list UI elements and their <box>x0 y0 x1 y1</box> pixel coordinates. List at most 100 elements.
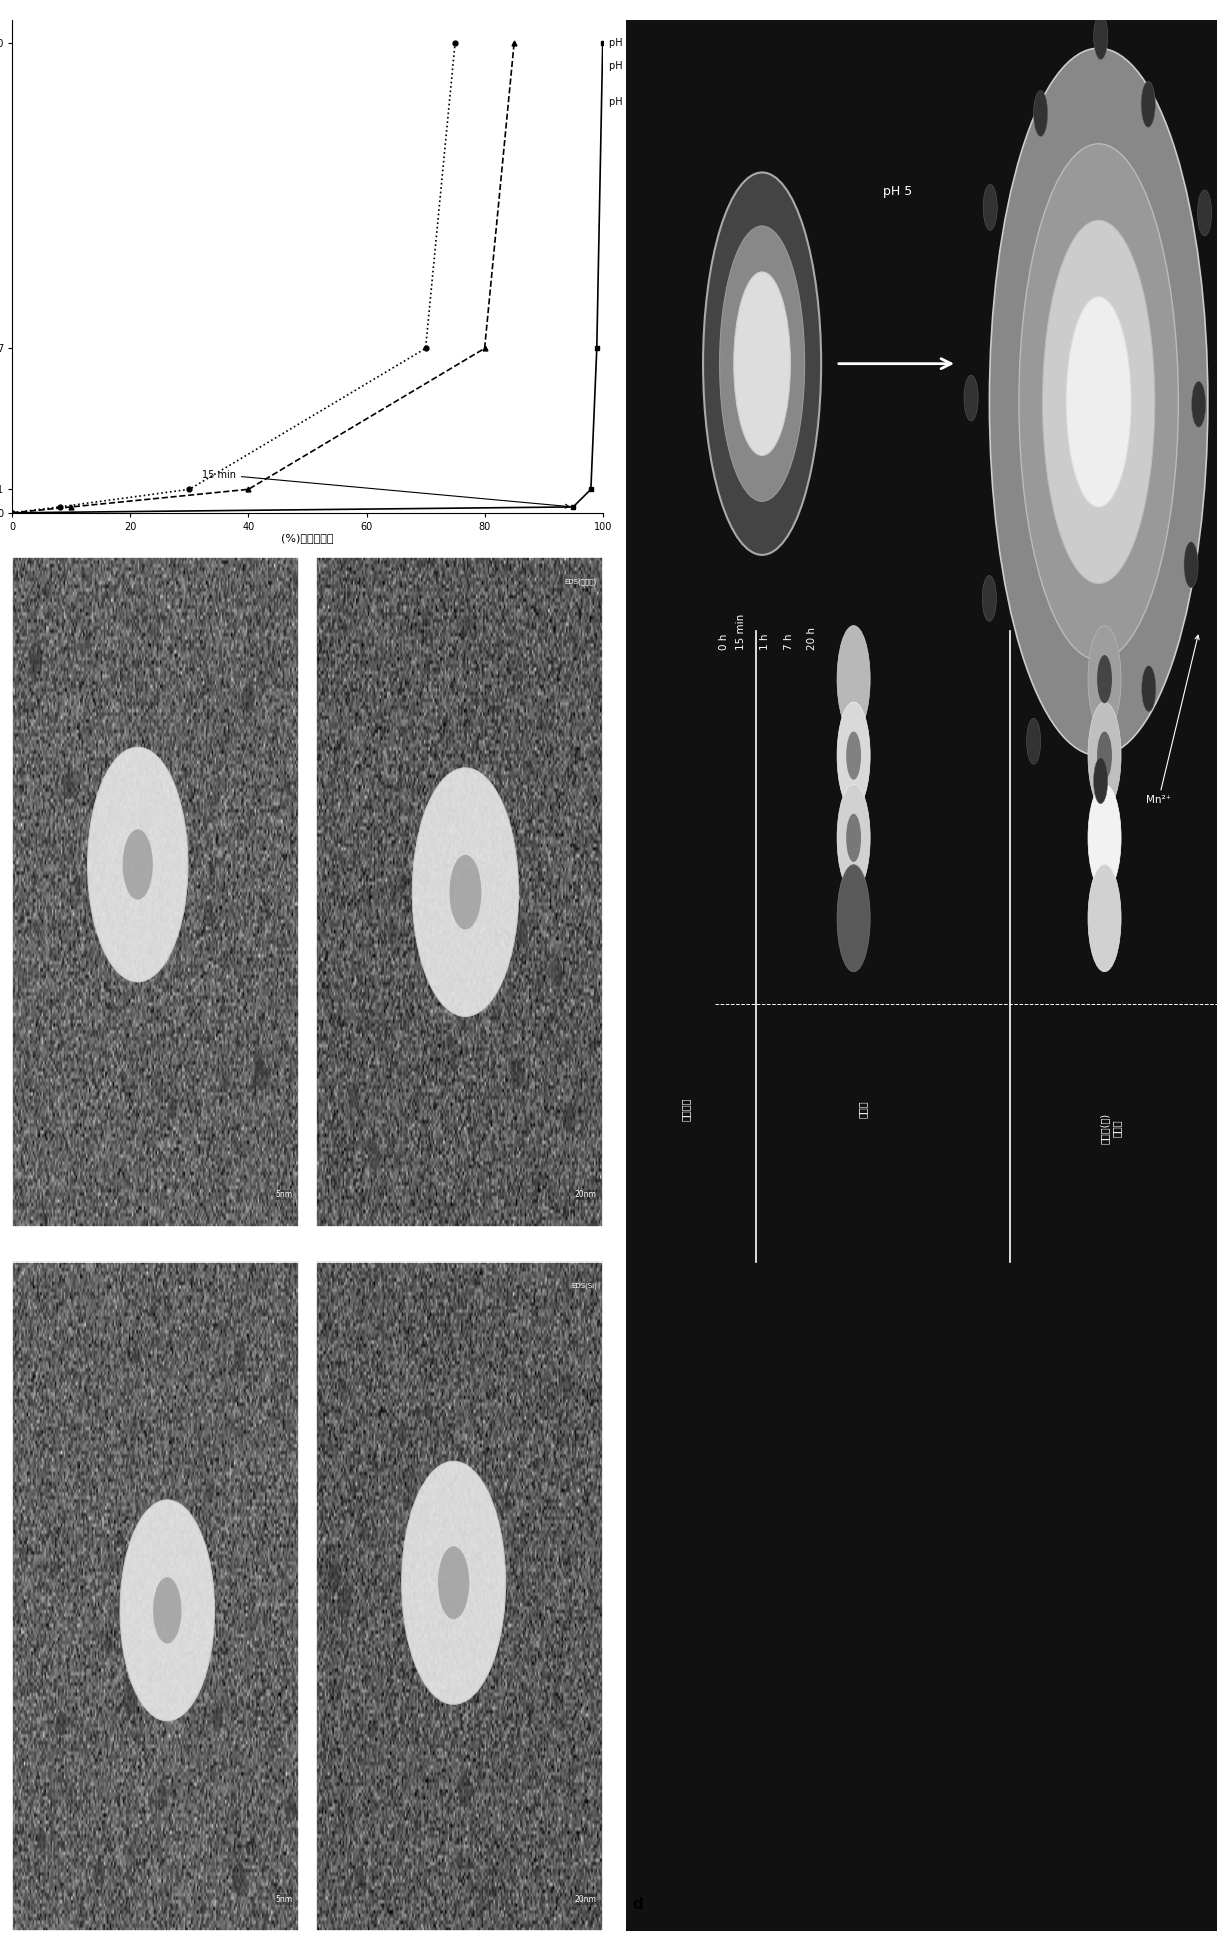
Circle shape <box>348 1083 359 1108</box>
Circle shape <box>328 1561 342 1590</box>
Text: pH 7: pH 7 <box>608 98 632 107</box>
Circle shape <box>1184 542 1198 587</box>
Text: 7 h: 7 h <box>784 634 794 650</box>
Circle shape <box>114 876 118 886</box>
Circle shape <box>55 1711 66 1736</box>
Circle shape <box>837 702 870 810</box>
Circle shape <box>438 1547 469 1619</box>
Circle shape <box>847 814 862 862</box>
Text: d: d <box>632 1898 643 1912</box>
Circle shape <box>139 804 152 833</box>
Circle shape <box>123 1684 138 1715</box>
Text: pH 5: pH 5 <box>608 37 632 49</box>
Circle shape <box>1094 14 1107 60</box>
Text: pH 5: pH 5 <box>884 185 912 199</box>
Circle shape <box>1019 144 1179 659</box>
Circle shape <box>989 49 1208 755</box>
Circle shape <box>254 1048 263 1071</box>
Circle shape <box>398 1424 407 1444</box>
Circle shape <box>254 1059 268 1091</box>
Circle shape <box>1034 90 1048 137</box>
Circle shape <box>393 1151 398 1165</box>
Circle shape <box>92 855 97 866</box>
Circle shape <box>1088 784 1121 892</box>
Text: EDS(Si): EDS(Si) <box>571 1282 597 1290</box>
Circle shape <box>557 1717 563 1731</box>
Text: 柠橁酸(盐)
缓冲液: 柠橁酸(盐) 缓冲液 <box>1100 1112 1121 1143</box>
Circle shape <box>187 1539 194 1555</box>
Circle shape <box>232 882 236 890</box>
Circle shape <box>423 607 431 626</box>
Text: 15 min: 15 min <box>202 470 569 507</box>
Circle shape <box>87 747 188 981</box>
Bar <box>12 558 299 1227</box>
Circle shape <box>458 1775 472 1807</box>
Circle shape <box>205 1481 214 1500</box>
Circle shape <box>510 1059 524 1089</box>
Circle shape <box>1088 702 1121 810</box>
Circle shape <box>734 271 790 455</box>
Circle shape <box>372 1463 376 1473</box>
Circle shape <box>123 829 152 899</box>
Circle shape <box>344 1879 351 1896</box>
Circle shape <box>461 620 468 638</box>
Text: pH 6: pH 6 <box>608 62 632 72</box>
Circle shape <box>1026 718 1041 765</box>
Circle shape <box>242 683 254 712</box>
Circle shape <box>340 1379 347 1393</box>
Circle shape <box>837 784 870 892</box>
Circle shape <box>221 1758 227 1772</box>
X-axis label: (%)释放量累积: (%)释放量累积 <box>281 533 334 542</box>
Circle shape <box>1142 665 1155 712</box>
Circle shape <box>204 899 213 921</box>
Circle shape <box>837 626 870 734</box>
Circle shape <box>419 1502 429 1528</box>
Circle shape <box>369 1141 380 1171</box>
Text: 浸入时间: 浸入时间 <box>681 1098 691 1122</box>
Circle shape <box>234 1863 247 1894</box>
Circle shape <box>563 1102 575 1134</box>
Bar <box>316 558 602 1227</box>
Circle shape <box>402 1461 505 1705</box>
Circle shape <box>983 183 997 230</box>
Circle shape <box>446 1030 454 1050</box>
Text: 20nm: 20nm <box>575 1190 597 1200</box>
Circle shape <box>135 659 139 669</box>
Circle shape <box>551 958 563 987</box>
Bar <box>12 1262 299 1931</box>
Text: 蒸馏水: 蒸馏水 <box>858 1100 868 1118</box>
Circle shape <box>1197 189 1212 236</box>
Circle shape <box>1067 297 1131 507</box>
Circle shape <box>28 642 42 673</box>
Circle shape <box>1192 380 1206 427</box>
Circle shape <box>424 1401 433 1420</box>
Circle shape <box>93 1861 106 1889</box>
Circle shape <box>234 1342 246 1372</box>
Circle shape <box>104 1635 112 1654</box>
Circle shape <box>524 849 528 860</box>
Circle shape <box>1088 626 1121 734</box>
Circle shape <box>837 864 870 972</box>
Text: EDS(元素图): EDS(元素图) <box>564 577 597 585</box>
Circle shape <box>338 1588 351 1619</box>
Circle shape <box>75 876 82 894</box>
Text: 0 h: 0 h <box>719 634 729 650</box>
Circle shape <box>516 921 528 948</box>
Circle shape <box>1097 656 1112 702</box>
Circle shape <box>63 771 75 800</box>
Circle shape <box>847 732 862 780</box>
Bar <box>316 1262 602 1931</box>
Circle shape <box>120 1500 215 1721</box>
Circle shape <box>355 1865 365 1889</box>
Circle shape <box>343 622 349 638</box>
Circle shape <box>135 856 144 876</box>
Circle shape <box>446 976 455 993</box>
Circle shape <box>154 1576 182 1643</box>
Text: 5nm: 5nm <box>275 1894 293 1904</box>
Text: 20nm: 20nm <box>575 1894 597 1904</box>
Circle shape <box>456 1851 463 1869</box>
Circle shape <box>450 855 482 929</box>
Circle shape <box>703 172 821 554</box>
Circle shape <box>490 1885 495 1898</box>
Circle shape <box>134 1348 140 1364</box>
